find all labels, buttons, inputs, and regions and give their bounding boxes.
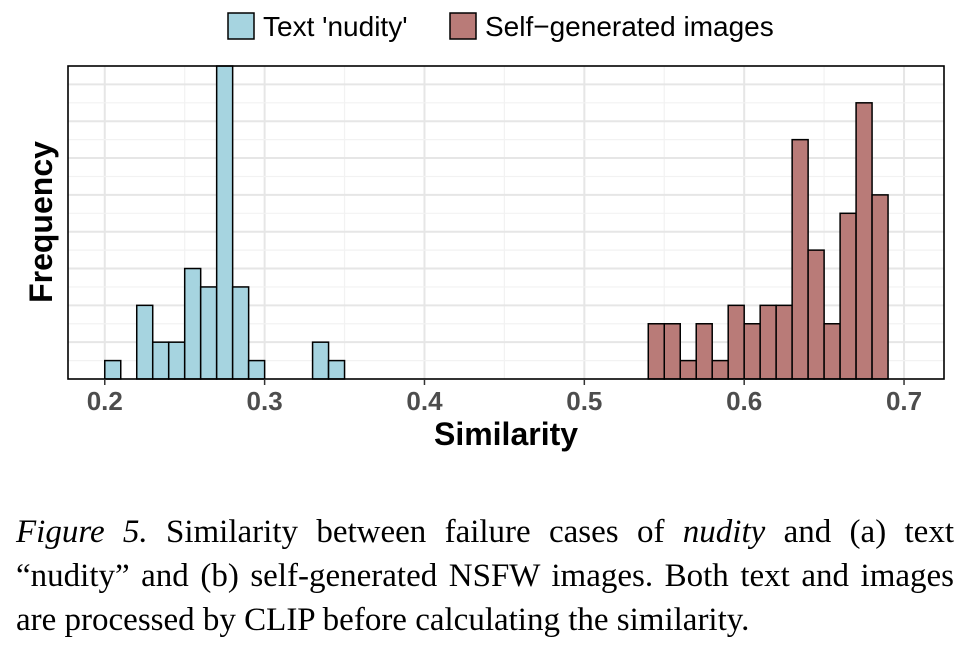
bar-text-nudity [311, 341, 330, 380]
bar-self-generated [823, 323, 841, 380]
legend-label-self-generated: Self−generated images [485, 11, 774, 42]
bar-self-generated [695, 323, 713, 380]
bar-self-generated [791, 138, 809, 380]
bar-self-generated [839, 212, 857, 380]
bar-text-nudity [247, 359, 266, 380]
legend-swatch-self-generated [449, 12, 477, 40]
caption-emphasis: nudity [682, 514, 766, 550]
x-tick-label: 0.4 [406, 386, 443, 416]
bar-text-nudity [231, 286, 250, 380]
bar-self-generated [663, 323, 681, 380]
bar-self-generated [775, 304, 793, 380]
x-axis-title: Similarity [434, 416, 578, 452]
bar-self-generated [759, 304, 777, 380]
bar-self-generated [743, 323, 761, 380]
bar-self-generated [727, 304, 745, 380]
bar-self-generated [679, 359, 697, 380]
caption-part2: and (a) text “nudity” and (b) self-gener… [16, 514, 954, 638]
x-tick-label: 0.5 [566, 386, 602, 416]
x-tick-label: 0.7 [886, 386, 922, 416]
figure-caption: Figure 5. Similarity between failure cas… [16, 510, 954, 642]
bar-text-nudity [183, 267, 202, 380]
bar-self-generated [871, 194, 889, 380]
bars [104, 65, 889, 380]
y-axis-title: Frequency [23, 141, 59, 303]
bar-text-nudity [151, 341, 170, 380]
legend: Text 'nudity' Self−generated images [227, 11, 774, 42]
bar-self-generated [711, 359, 729, 380]
x-tick-label: 0.3 [247, 386, 283, 416]
bar-text-nudity [199, 286, 218, 380]
bar-text-nudity [104, 359, 122, 380]
bar-self-generated [807, 249, 825, 380]
caption-lead: Figure 5. [16, 514, 148, 550]
bar-text-nudity [215, 65, 234, 380]
legend-label-text-nudity: Text 'nudity' [263, 11, 408, 42]
x-tick-label: 0.6 [726, 386, 762, 416]
legend-swatch-text-nudity [227, 12, 255, 40]
bar-self-generated [855, 102, 873, 380]
histogram-chart: Text 'nudity' Self−generated images 0.2 0… [23, 11, 945, 452]
bar-text-nudity [327, 359, 346, 380]
bar-self-generated [647, 323, 666, 380]
x-ticks: 0.2 0.3 0.4 0.5 0.6 0.7 [87, 379, 922, 416]
caption-part1: Similarity between failure cases of [147, 514, 683, 550]
x-tick-label: 0.2 [87, 386, 123, 416]
plot-border [67, 65, 945, 380]
bar-text-nudity [135, 304, 154, 380]
bar-text-nudity [167, 341, 186, 380]
